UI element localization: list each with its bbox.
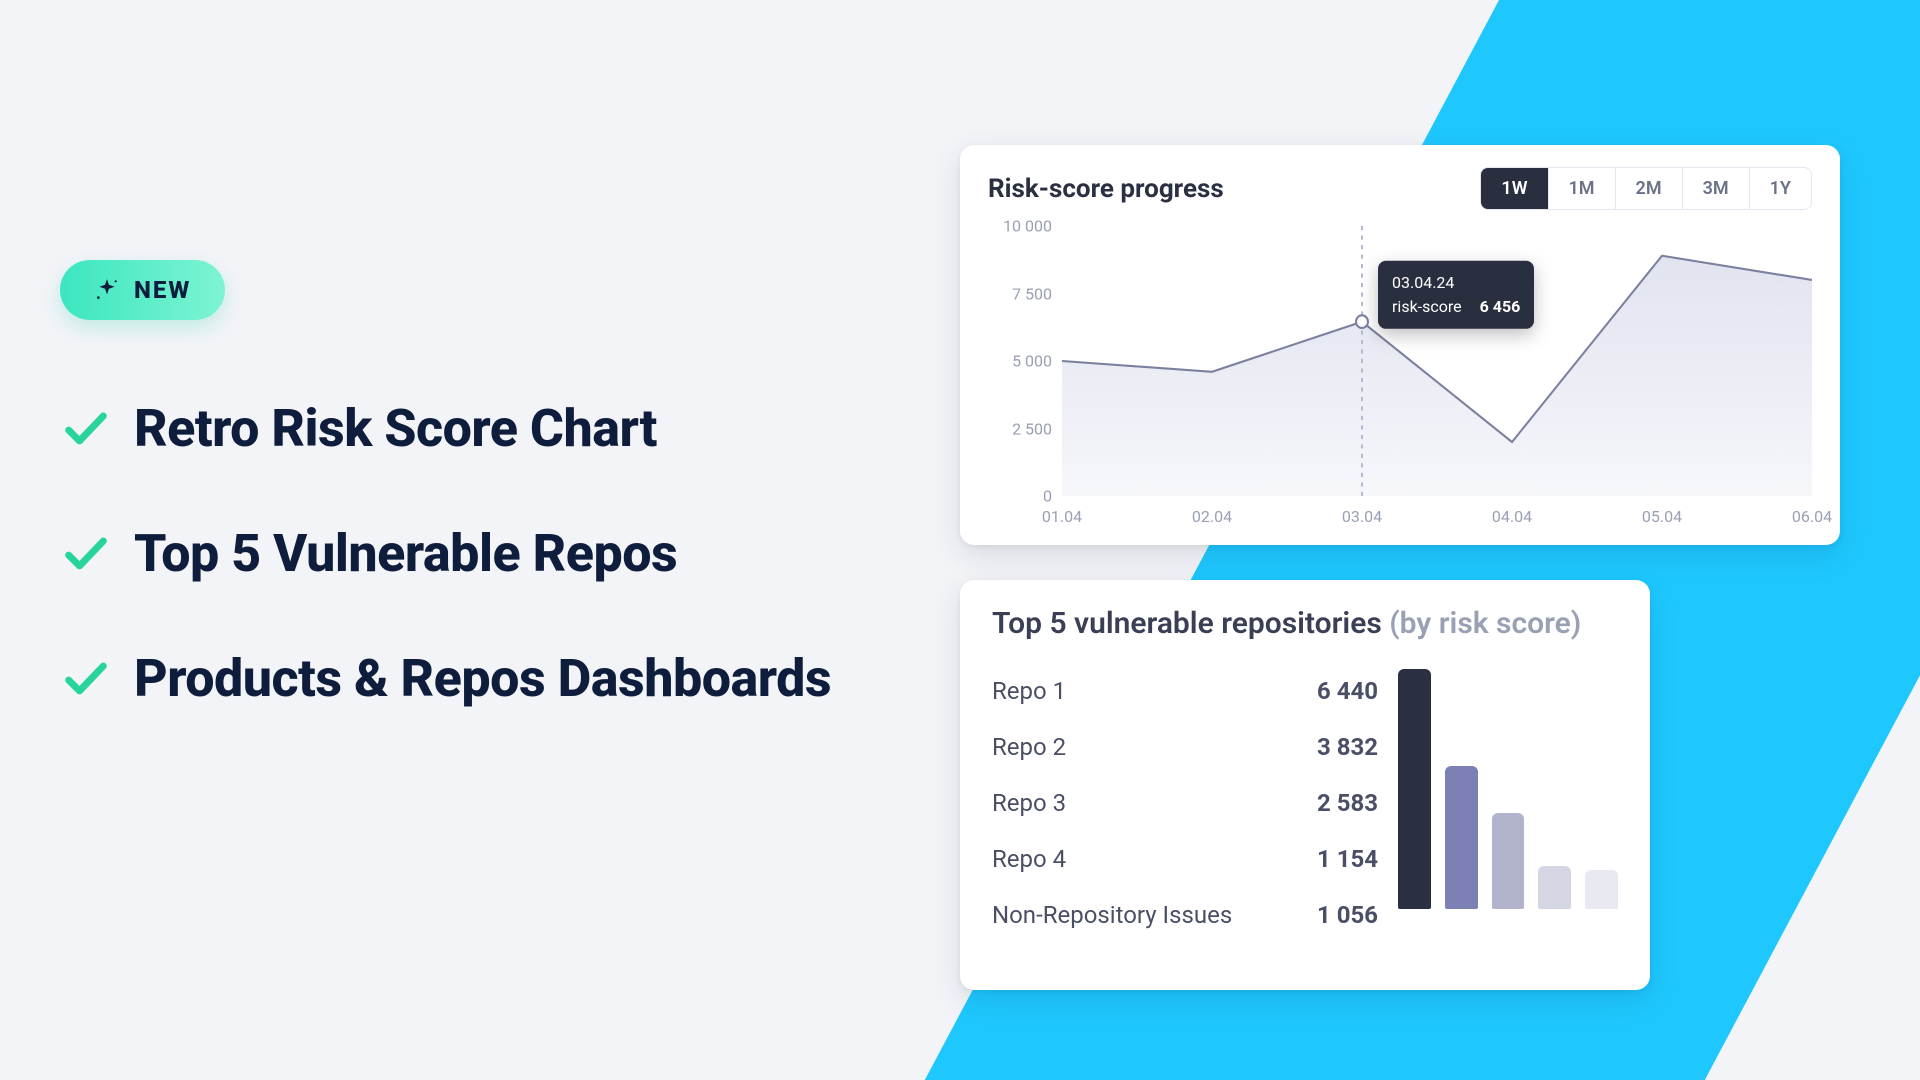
repo-row: Repo 1 6 440 — [992, 663, 1378, 719]
y-axis: 10 0007 5005 0002 5000 — [988, 226, 1058, 496]
check-icon — [60, 403, 112, 455]
timerange-option-1y[interactable]: 1Y — [1749, 168, 1811, 209]
repo-list: Repo 1 6 440 Repo 2 3 832 Repo 3 2 583 Repo 4 1… — [992, 663, 1378, 943]
repo-bar — [1445, 766, 1478, 909]
check-icon — [60, 653, 112, 705]
y-tick-label: 7 500 — [1012, 284, 1052, 303]
top-repos-title-text: Top 5 vulnerable repositories — [992, 606, 1382, 641]
risk-chart-title: Risk-score progress — [988, 174, 1224, 204]
left-column: NEW Retro Risk Score Chart Top 5 Vulnera… — [60, 260, 880, 709]
repo-name: Repo 4 — [992, 845, 1066, 873]
y-tick-label: 10 000 — [1003, 217, 1052, 236]
repo-row: Repo 2 3 832 — [992, 719, 1378, 775]
top-repos-title: Top 5 vulnerable repositories (by risk s… — [960, 580, 1650, 649]
repo-bar — [1585, 870, 1618, 909]
x-tick-label: 05.04 — [1642, 507, 1682, 526]
feature-label: Retro Risk Score Chart — [134, 398, 657, 459]
x-axis: 01.0402.0403.0404.0405.0406.04 — [1062, 496, 1812, 526]
repo-score: 1 056 — [1317, 901, 1378, 929]
y-tick-label: 5 000 — [1012, 352, 1052, 371]
timerange-option-3m[interactable]: 3M — [1682, 168, 1749, 209]
repo-row: Non-Repository Issues 1 056 — [992, 887, 1378, 943]
repo-bar — [1398, 669, 1431, 909]
feature-label: Top 5 Vulnerable Repos — [134, 523, 677, 584]
x-tick-label: 06.04 — [1792, 507, 1832, 526]
x-tick-label: 02.04 — [1192, 507, 1232, 526]
y-tick-label: 0 — [1043, 487, 1052, 506]
feature-item: Products & Repos Dashboards — [60, 648, 880, 709]
chart-tooltip: 03.04.24risk-score 6 456 — [1378, 260, 1534, 328]
feature-label: Products & Repos Dashboards — [134, 648, 831, 709]
tooltip-metric-label: risk-score — [1392, 294, 1462, 318]
risk-score-card: Risk-score progress 1W1M2M3M1Y 10 000 7 5… — [960, 145, 1840, 545]
new-badge-label: NEW — [134, 276, 191, 304]
repo-bar — [1492, 813, 1525, 909]
repo-score: 2 583 — [1317, 789, 1378, 817]
repo-bars — [1398, 663, 1618, 913]
repo-score: 3 832 — [1317, 733, 1378, 761]
repo-score: 1 154 — [1317, 845, 1378, 873]
repo-row: Repo 4 1 154 — [992, 831, 1378, 887]
top-repos-card: Top 5 vulnerable repositories (by risk s… — [960, 580, 1650, 990]
repo-score: 6 440 — [1317, 677, 1378, 705]
timerange-option-1m[interactable]: 1M — [1548, 168, 1615, 209]
y-tick-label: 2 500 — [1012, 419, 1052, 438]
repo-bar — [1538, 866, 1571, 909]
x-tick-label: 01.04 — [1042, 507, 1082, 526]
top-repos-subtitle: (by risk score) — [1389, 606, 1581, 641]
sparkle-icon — [94, 277, 120, 303]
tooltip-value: 6 456 — [1480, 294, 1521, 318]
x-tick-label: 04.04 — [1492, 507, 1532, 526]
timerange-option-2m[interactable]: 2M — [1615, 168, 1682, 209]
chart-plot: 03.04.24risk-score 6 456 — [1062, 226, 1812, 496]
repo-name: Non-Repository Issues — [992, 901, 1232, 929]
feature-item: Retro Risk Score Chart — [60, 398, 880, 459]
x-tick-label: 03.04 — [1342, 507, 1382, 526]
timerange-option-1w[interactable]: 1W — [1481, 168, 1547, 209]
feature-item: Top 5 Vulnerable Repos — [60, 523, 880, 584]
repo-row: Repo 3 2 583 — [992, 775, 1378, 831]
new-badge: NEW — [60, 260, 225, 320]
risk-chart-area: 10 0007 5005 0002 5000 03.04.24risk-scor… — [988, 226, 1812, 526]
repo-name: Repo 1 — [992, 677, 1066, 705]
repo-name: Repo 2 — [992, 733, 1066, 761]
tooltip-date: 03.04.24 — [1392, 270, 1520, 294]
check-icon — [60, 528, 112, 580]
timerange-segmented: 1W1M2M3M1Y — [1480, 167, 1812, 210]
repo-name: Repo 3 — [992, 789, 1066, 817]
